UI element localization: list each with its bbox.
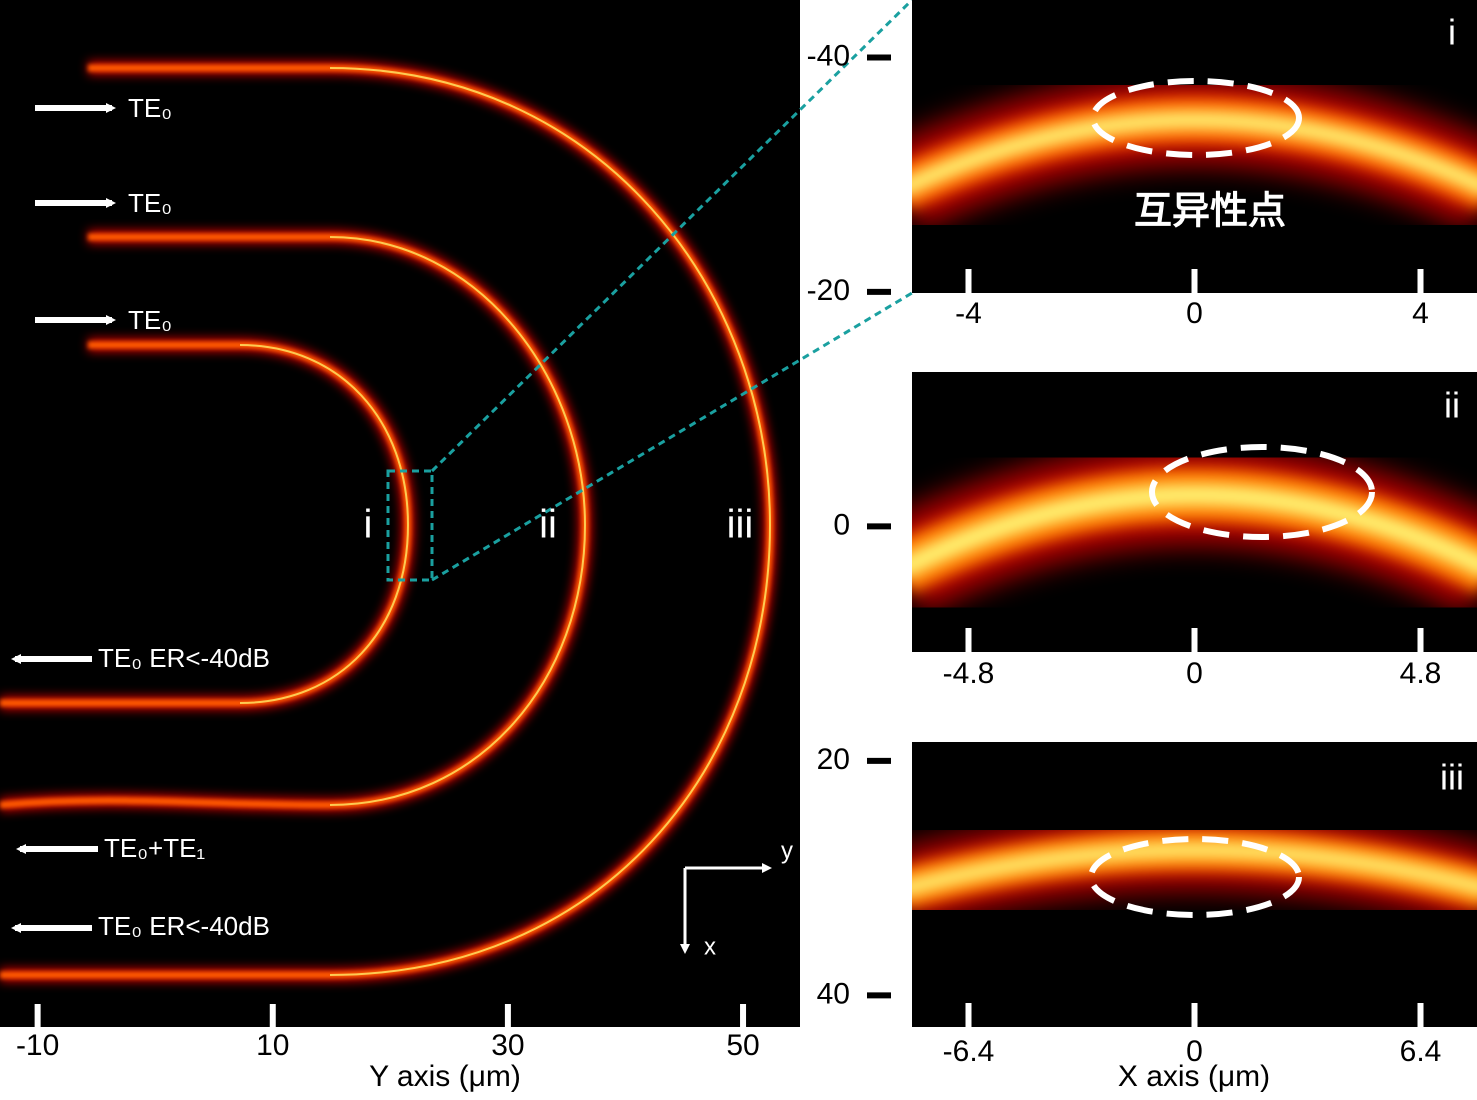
inset-label: iii xyxy=(1440,757,1464,798)
y-tick-label: -40 xyxy=(807,39,850,72)
y-tick-label: 40 xyxy=(817,977,850,1010)
port-label: TE₀+TE₁ xyxy=(104,833,205,863)
x-tick-label: 0 xyxy=(1186,657,1203,690)
x-tick-label: 0 xyxy=(1186,297,1203,330)
y-tick-label: 0 xyxy=(833,508,850,541)
zoom-line xyxy=(430,0,914,473)
x-tick-label: 30 xyxy=(491,1029,524,1062)
x-tick-label: 10 xyxy=(256,1029,289,1062)
axis-icon-label: y xyxy=(781,837,793,864)
main-plot xyxy=(0,0,800,1027)
x-tick-label: 50 xyxy=(726,1029,759,1062)
waveguides xyxy=(0,61,778,982)
ring-label: i xyxy=(364,503,373,547)
x-tick-label: 0 xyxy=(1186,1035,1203,1068)
zoom-box xyxy=(386,469,434,582)
port-label: TE₀ ER<-40dB xyxy=(98,911,270,941)
x-tick-label: -6.4 xyxy=(943,1035,995,1068)
x-tick-label: -10 xyxy=(16,1029,59,1062)
inset-label: i xyxy=(1448,12,1456,53)
x-axis-label: Y axis (μm) xyxy=(369,1060,521,1093)
highlight-ellipse xyxy=(1088,78,1375,918)
inset-field xyxy=(912,75,1477,231)
port-label: TE₀ xyxy=(128,188,172,218)
inset-field xyxy=(912,445,1477,615)
port-arrows xyxy=(11,103,116,933)
axis-icon xyxy=(680,863,772,954)
zoom-line xyxy=(431,291,913,582)
inset-label: ii xyxy=(1444,385,1460,426)
port-label: TE₀ xyxy=(128,305,172,335)
x-tick-label: 4.8 xyxy=(1400,657,1442,690)
x-tick-label: 4 xyxy=(1412,297,1429,330)
ring-label: iii xyxy=(727,503,754,547)
x-tick-label: -4.8 xyxy=(943,657,995,690)
annotation: 互异性点 xyxy=(1134,189,1286,233)
ring-label: ii xyxy=(539,503,557,547)
x-axis-label: X axis (μm) xyxy=(1118,1060,1270,1093)
y-tick-label: -20 xyxy=(807,274,850,307)
y-tick-label: 20 xyxy=(817,743,850,776)
port-label: TE₀ xyxy=(128,93,172,123)
inset-field xyxy=(912,810,1477,929)
x-tick-label: 6.4 xyxy=(1400,1035,1442,1068)
port-label: TE₀ ER<-40dB xyxy=(98,643,270,673)
x-tick-label: -4 xyxy=(955,297,982,330)
axis-icon-label: x xyxy=(704,933,716,960)
